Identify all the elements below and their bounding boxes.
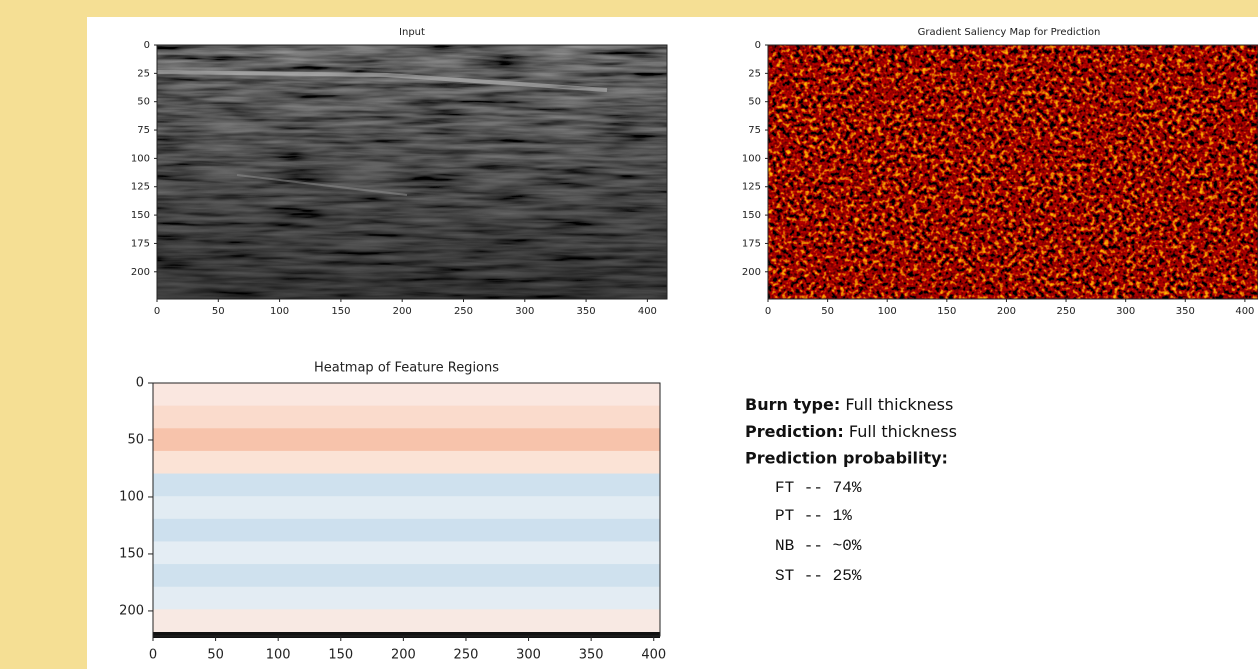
y-tick-label: 175 — [742, 238, 761, 249]
y-tick-label: 200 — [119, 603, 144, 618]
y-tick-label: 0 — [136, 376, 144, 391]
y-tick-label: 100 — [742, 153, 761, 164]
y-tick-label: 100 — [119, 489, 144, 504]
x-tick-label: 300 — [515, 306, 534, 317]
heatmap-stripe — [153, 428, 660, 452]
heatmap-stripe — [153, 586, 660, 610]
y-tick-label: 150 — [742, 210, 761, 221]
x-tick-label: 50 — [821, 306, 834, 317]
plot-title: Gradient Saliency Map for Prediction — [918, 27, 1101, 38]
y-tick-label: 75 — [748, 125, 761, 136]
x-tick-label: 100 — [270, 306, 289, 317]
y-tick-label: 0 — [755, 40, 761, 51]
x-tick-label: 100 — [266, 648, 291, 663]
heatmap-stripe — [153, 518, 660, 542]
probability: NB -- ~0% — [775, 537, 862, 555]
y-tick-label: 100 — [131, 153, 150, 164]
axes-frame — [767, 44, 1258, 300]
x-tick-label: 350 — [579, 648, 604, 663]
probability: PT -- 1% — [775, 507, 852, 525]
x-tick-label: 300 — [516, 648, 541, 663]
x-tick-label: 400 — [1235, 306, 1254, 317]
burn-type-value: Full thickness — [845, 395, 953, 414]
axes-frame — [152, 382, 661, 637]
y-tick-label: 175 — [131, 238, 150, 249]
probability-label: Prediction probability: — [745, 449, 948, 468]
heatmap-stripe — [153, 473, 660, 497]
x-tick-label: 350 — [1176, 306, 1195, 317]
y-tick-label: 50 — [127, 432, 144, 447]
x-tick-label: 300 — [1116, 306, 1135, 317]
heatmap-stripe — [153, 564, 660, 588]
prediction-value: Full thickness — [849, 422, 957, 441]
y-tick-label: 150 — [131, 210, 150, 221]
burn-type: Burn type: Full thickness — [745, 395, 953, 414]
y-tick-label: 25 — [748, 68, 761, 79]
heatmap-stripe — [153, 496, 660, 520]
heatmap-stripe — [153, 383, 660, 407]
heatmap-stripe — [153, 541, 660, 565]
y-tick-label: 125 — [131, 182, 150, 193]
x-tick-label: 0 — [765, 306, 771, 317]
x-tick-label: 250 — [454, 648, 479, 663]
x-tick-label: 400 — [641, 648, 666, 663]
y-tick-label: 150 — [119, 546, 144, 561]
axes-frame — [156, 44, 668, 300]
x-tick-label: 100 — [878, 306, 897, 317]
y-tick-label: 50 — [137, 97, 150, 108]
plot-title: Heatmap of Feature Regions — [314, 361, 499, 376]
prediction: Prediction: Full thickness — [745, 422, 957, 441]
x-tick-label: 250 — [454, 306, 473, 317]
y-tick-label: 200 — [131, 267, 150, 278]
x-tick-label: 250 — [1057, 306, 1076, 317]
ultrasound-shade — [157, 45, 667, 299]
prediction-info: Burn type: Full thickness Prediction: Fu… — [745, 395, 957, 586]
plot-title: Input — [399, 27, 425, 38]
probability: FT -- 74% — [775, 479, 862, 497]
x-tick-label: 150 — [937, 306, 956, 317]
ultrasound-streak — [236, 174, 408, 196]
y-tick-label: 50 — [748, 97, 761, 108]
burn-type-label: Burn type: — [745, 395, 840, 414]
x-tick-label: 350 — [577, 306, 596, 317]
x-tick-label: 0 — [154, 306, 160, 317]
x-tick-label: 200 — [391, 648, 416, 663]
heatmap-stripe — [153, 405, 660, 429]
x-tick-label: 200 — [997, 306, 1016, 317]
y-tick-label: 0 — [144, 40, 150, 51]
x-tick-label: 200 — [393, 306, 412, 317]
prediction-label: Prediction: — [745, 422, 844, 441]
x-tick-label: 400 — [638, 306, 657, 317]
y-tick-label: 25 — [137, 68, 150, 79]
y-tick-label: 200 — [742, 267, 761, 278]
saliency-image — [768, 45, 1258, 299]
x-tick-label: 150 — [328, 648, 353, 663]
heatmap-stripe — [153, 609, 660, 633]
heatmap-bottom-band — [153, 632, 660, 638]
x-tick-label: 50 — [212, 306, 225, 317]
y-tick-label: 125 — [742, 182, 761, 193]
x-tick-label: 150 — [331, 306, 350, 317]
x-tick-label: 0 — [149, 648, 157, 663]
y-tick-label: 75 — [137, 125, 150, 136]
probability: ST -- 25% — [775, 567, 862, 585]
x-tick-label: 50 — [207, 648, 224, 663]
heatmap-stripe — [153, 450, 660, 475]
ultrasound-streak — [156, 70, 608, 92]
